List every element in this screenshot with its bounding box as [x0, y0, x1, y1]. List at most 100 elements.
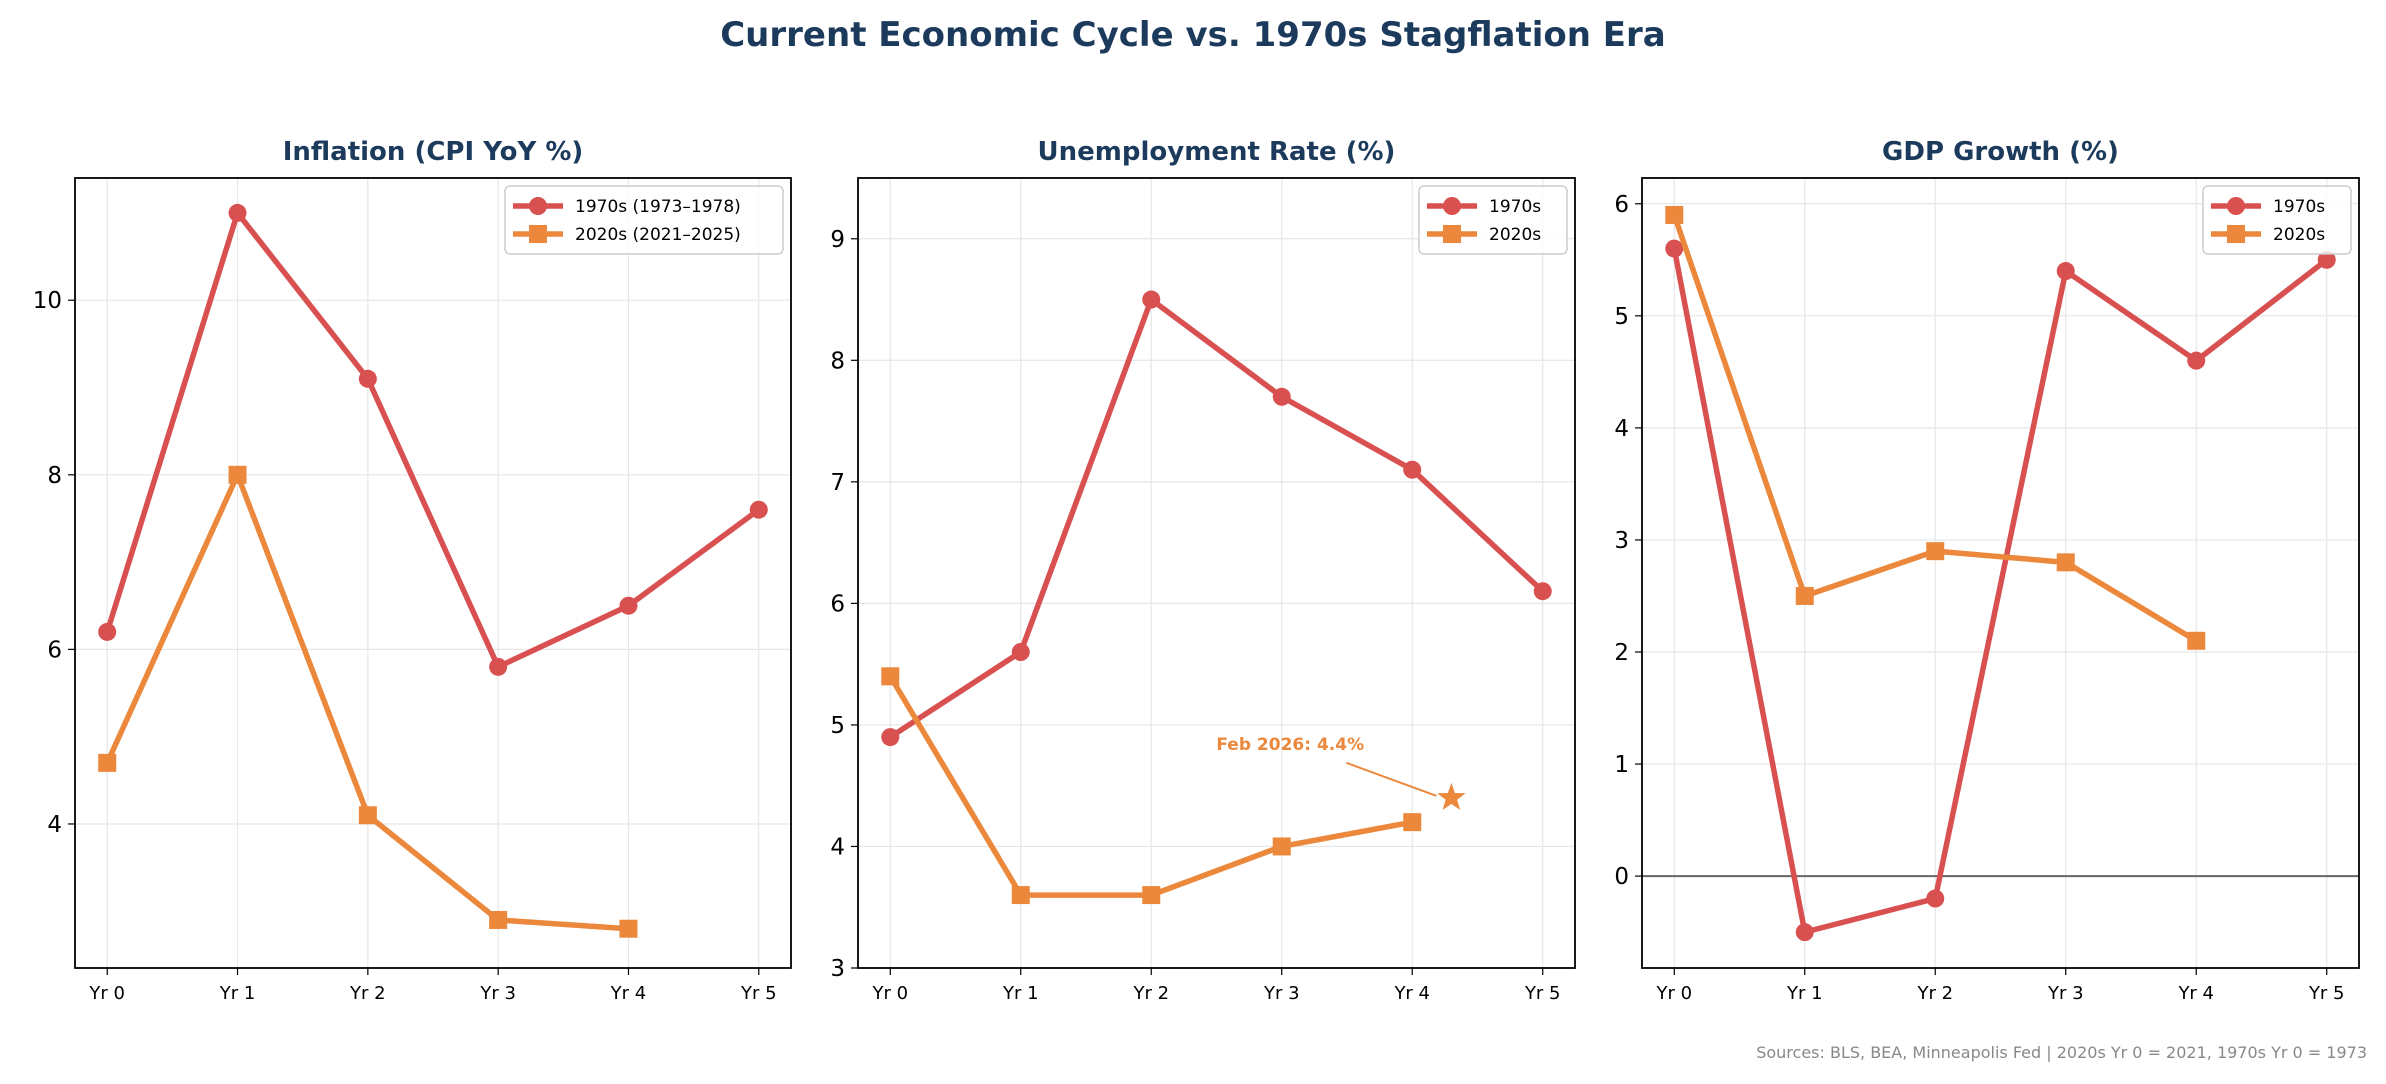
x-tick-label: Yr 0: [871, 983, 908, 1004]
data-point: [1665, 205, 1684, 224]
legend-label: 1970s (1973–1978): [575, 197, 741, 217]
panel-3: GDP Growth (%) Yr 0 Yr 1 Yr 2 Yr 3 Yr 4 Yr 5 0 1…: [1614, 137, 2360, 1004]
legend-marker: [1443, 225, 1461, 243]
legend: 1970s 2020s: [1418, 185, 1568, 255]
y-tick-label: 0: [1614, 864, 1629, 890]
data-point: [2187, 351, 2206, 370]
data-point: [619, 596, 638, 615]
data-point: [489, 910, 508, 929]
data-point: [2317, 250, 2336, 269]
data-point: [358, 806, 377, 825]
data-point: [2056, 262, 2075, 281]
series-line-1970s: [1671, 248, 2329, 935]
legend-marker: [529, 197, 547, 215]
data-point: [228, 465, 247, 484]
legend: 1970s 2020s: [2202, 185, 2352, 255]
panel-title: Unemployment Rate (%): [1038, 137, 1396, 167]
legend-label: 1970s: [2273, 197, 2325, 217]
x-tick-label: Yr 2: [1132, 983, 1169, 1004]
data-point: [98, 753, 117, 772]
legend-label: 2020s: [2273, 225, 2325, 245]
y-tick-label: 6: [1614, 192, 1629, 218]
x-tick-label: Yr 1: [1002, 983, 1039, 1004]
annotation-label: Feb 2026: 4.4%: [1216, 735, 1364, 755]
legend-label: 1970s: [1489, 197, 1541, 217]
y-tick-label: 9: [830, 227, 845, 253]
panel-title: GDP Growth (%): [1882, 137, 2119, 167]
series-line-1970s: [888, 296, 1545, 740]
x-tick-label: Yr 4: [2177, 983, 2214, 1004]
legend-marker: [1443, 197, 1461, 215]
data-point: [98, 622, 117, 641]
data-point: [881, 728, 900, 747]
legend-box: [504, 185, 784, 255]
y-tick-label: 8: [47, 463, 62, 489]
data-point: [2187, 631, 2206, 650]
x-tick-label: Yr 2: [1916, 983, 1953, 1004]
y-tick-label: 10: [33, 288, 62, 314]
y-tick-label: 6: [830, 591, 845, 617]
x-tick-label: Yr 5: [1524, 983, 1561, 1004]
x-tick-label: Yr 0: [1655, 983, 1692, 1004]
data-point: [1795, 586, 1814, 605]
y-tick-label: 7: [830, 470, 845, 496]
y-tick-label: 5: [1614, 304, 1629, 330]
y-tick-label: 8: [830, 348, 845, 374]
data-point: [1926, 889, 1945, 908]
y-tick-label: 3: [1614, 528, 1629, 554]
figure-title: Current Economic Cycle vs. 1970s Stagfla…: [720, 15, 1666, 55]
data-point: [1142, 886, 1161, 905]
data-point: [1665, 239, 1684, 258]
y-tick-label: 4: [830, 834, 845, 860]
x-tick-label: Yr 5: [740, 983, 777, 1004]
x-tick-label: Yr 5: [2308, 983, 2345, 1004]
y-tick-label: 4: [1614, 416, 1629, 442]
data-point: [1533, 582, 1552, 601]
data-point: [489, 657, 508, 676]
axes-frame: [1641, 177, 2360, 969]
data-point: [2056, 553, 2075, 572]
data-point: [881, 667, 900, 686]
annotation-star-marker: [1437, 782, 1466, 810]
panel-title: Inflation (CPI YoY %): [283, 137, 584, 167]
data-point: [1011, 643, 1030, 661]
source-note: Sources: BLS, BEA, Minneapolis Fed | 202…: [1756, 1043, 2367, 1062]
data-point: [1272, 837, 1291, 856]
panel-2: Unemployment Rate (%) Yr 0 Yr 1 Yr 2 Yr 3 Yr …: [830, 137, 1576, 1004]
y-tick-label: 1: [1614, 752, 1629, 778]
y-tick-label: 2: [1614, 640, 1629, 666]
annotation-arrow: [1346, 761, 1437, 797]
x-tick-label: Yr 2: [349, 983, 386, 1004]
legend-label: 2020s (2021–2025): [575, 225, 741, 245]
data-point: [749, 500, 768, 519]
data-point: [1272, 387, 1291, 406]
series-line-1970s: [104, 210, 761, 670]
x-tick-label: Yr 0: [88, 983, 125, 1004]
legend-label: 2020s: [1489, 225, 1541, 245]
x-tick-label: Yr 3: [1263, 983, 1300, 1004]
x-tick-label: Yr 4: [610, 983, 647, 1004]
axes-frame: [74, 177, 792, 969]
x-tick-label: Yr 3: [2047, 983, 2084, 1004]
data-point: [1795, 923, 1814, 942]
y-tick-label: 6: [47, 637, 62, 663]
x-tick-label: Yr 1: [219, 983, 256, 1004]
data-point: [358, 369, 377, 388]
y-tick-label: 4: [47, 812, 62, 838]
y-tick-label: 5: [830, 713, 845, 739]
x-tick-label: Yr 4: [1393, 983, 1430, 1004]
x-tick-label: Yr 3: [479, 983, 516, 1004]
x-tick-label: Yr 1: [1786, 983, 1823, 1004]
legend-marker: [2227, 225, 2245, 243]
legend-marker: [529, 225, 547, 243]
data-point: [1011, 886, 1030, 905]
y-tick-label: 3: [830, 956, 845, 982]
data-point: [1142, 290, 1161, 309]
legend-marker: [2227, 197, 2245, 215]
data-point: [1403, 813, 1422, 832]
data-point: [1403, 460, 1422, 479]
axes-frame: [857, 177, 1576, 969]
data-point: [228, 203, 247, 222]
panel-1: Inflation (CPI YoY %) Yr 0 Yr 1 Yr 2 Yr 3 Yr …: [33, 137, 792, 1004]
